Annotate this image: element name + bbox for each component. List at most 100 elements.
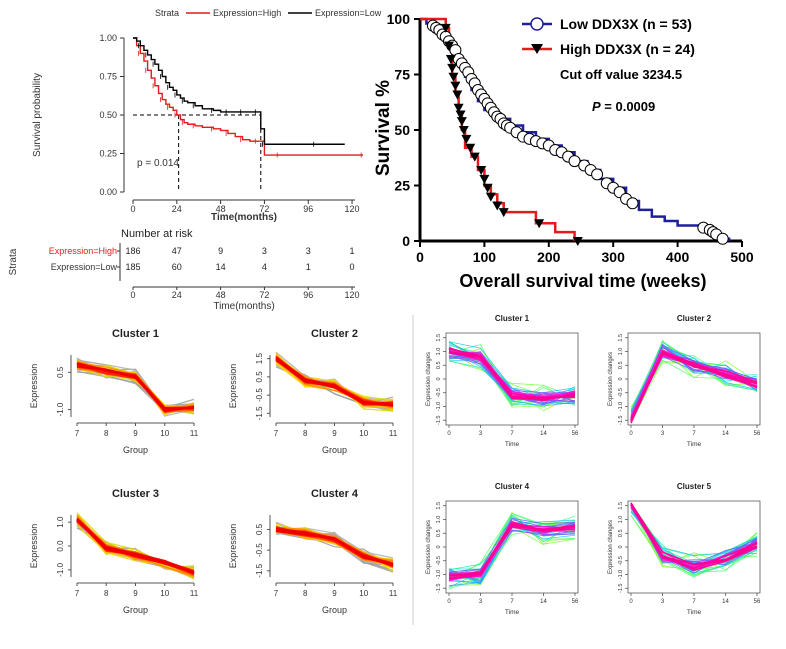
risk-table-cell: 1 — [350, 246, 355, 256]
cluster-right-ytick-label: 0.5 — [618, 361, 624, 369]
cluster-right-profile — [448, 517, 576, 573]
cluster-right-profile — [630, 502, 758, 571]
cluster-left-xtick-label: 7 — [274, 589, 279, 598]
km-right-ytick-label: 25 — [394, 178, 410, 194]
cluster-right-xtick-label: 14 — [540, 431, 547, 437]
risk-table-xtick-label: 72 — [259, 290, 269, 300]
cluster-right-ytick-label: 0 — [436, 377, 442, 380]
cluster-right-ylabel: Expression changes — [426, 520, 432, 574]
cluster-right-xtick-label: 14 — [540, 599, 547, 605]
km-right-ylabel: Survival % — [373, 80, 394, 176]
cluster-left-title: Cluster 1 — [112, 328, 159, 340]
cluster-right-profile — [448, 341, 576, 394]
cluster-right-ytick-label: 0.5 — [618, 529, 624, 537]
cluster-right-ytick-label: 0 — [436, 545, 442, 548]
cluster-left-xtick-label: 8 — [303, 589, 308, 598]
cluster-left-xtick-label: 7 — [274, 429, 279, 438]
cluster-left-profile — [76, 364, 195, 411]
cluster-left-xtick-label: 11 — [190, 589, 199, 598]
cluster-right-ytick-label: 0 — [618, 377, 624, 380]
cluster-right-xtick-label: 3 — [661, 431, 665, 437]
cluster-left-1: Cluster 1 0.5 -1.0 Expression 7 8 9 10 11 Group — [29, 328, 199, 455]
cluster-right-profile — [448, 529, 576, 575]
km-right-xlabel: Overall survival time (weeks) — [459, 271, 706, 291]
km-right-xtick-label: 500 — [730, 249, 754, 265]
cluster-right-3: Cluster 4 1.5 1.0 0.5 0 -0.5 -1.0 -1.5 Expressio… — [426, 482, 579, 616]
cluster-right-xtick-label: 7 — [510, 431, 514, 437]
km-right-high-marker — [453, 103, 464, 113]
risk-table-cell: 3 — [306, 246, 311, 256]
cluster-right-xtick-label: 56 — [754, 599, 761, 605]
cluster-right-xtick-label: 14 — [722, 431, 729, 437]
cluster-right-xtick-label: 0 — [629, 599, 633, 605]
km-right-high-marker — [447, 63, 458, 73]
cluster-left-xlabel: Group — [123, 605, 148, 615]
cluster-right-xlabel: Time — [687, 609, 702, 616]
cluster-right-xtick-label: 56 — [572, 599, 579, 605]
risk-table-xtick-label: 0 — [130, 290, 135, 300]
cluster-left-profile — [76, 514, 195, 573]
km-right-low-marker — [568, 155, 581, 168]
cluster-left-xtick-label: 8 — [104, 589, 109, 598]
cluster-left-profile — [76, 519, 195, 574]
km-left-median-lines — [133, 114, 262, 192]
cluster-left-xtick-label: 9 — [133, 429, 138, 438]
cluster-left-xtick-label: 9 — [332, 429, 337, 438]
risk-table-xtick-label: 48 — [216, 290, 226, 300]
km-right-high-marker — [456, 117, 467, 127]
cluster-right-ytick-label: -1.0 — [618, 570, 624, 579]
cluster-left-xtick-label: 9 — [332, 589, 337, 598]
cluster-left-xtick-label: 7 — [75, 589, 80, 598]
risk-table-xtick-label: 96 — [303, 290, 313, 300]
km-right-high-marker — [445, 54, 456, 64]
cluster-left-ytick-label: 1.5 — [255, 353, 264, 365]
km-left-xticks: 0 24 48 72 96 120 — [130, 200, 360, 214]
cluster-left-ytick-label: 1.0 — [56, 516, 65, 528]
cluster-right-profile — [448, 525, 576, 575]
km-right-cutoff: Cut off value 3234.5 — [560, 67, 682, 82]
cluster-left-profile — [76, 519, 195, 570]
cluster-right-ytick-label: 1.5 — [436, 502, 442, 510]
cluster-left-profile — [76, 519, 195, 573]
cluster-right-ytick-label: -1.5 — [618, 416, 624, 425]
cluster-right-ytick-label: 1.0 — [618, 348, 624, 356]
risk-table-cell: 9 — [218, 246, 223, 256]
risk-table-xtick-label: 24 — [172, 290, 182, 300]
cluster-right-xtick-label: 7 — [692, 431, 696, 437]
cluster-right-ylabel: Expression changes — [608, 520, 614, 574]
cluster-left-title: Cluster 2 — [311, 328, 358, 340]
cluster-right-ytick-label: -1.0 — [436, 402, 442, 411]
km-right-pvalue-value: = 0.0009 — [601, 99, 656, 114]
km-right-series — [420, 17, 731, 246]
cluster-left-ytick-label: -1.5 — [255, 406, 264, 420]
cluster-left-xlabel: Group — [322, 605, 347, 615]
cluster-right-ytick-label: 1.5 — [618, 502, 624, 510]
cluster-left-xtick-label: 11 — [389, 589, 398, 598]
cluster-right-ytick-label: 1.0 — [618, 516, 624, 524]
km-right-xticks: 0 100 200 300 400 500 — [416, 241, 754, 265]
cluster-left-xtick-label: 8 — [104, 429, 109, 438]
km-left-panel: Strata Expression=High Expression=Low Su… — [8, 8, 382, 312]
km-right-high-marker — [479, 174, 490, 184]
km-right-high-marker — [448, 72, 459, 82]
cluster-right-ytick-label: 0.5 — [436, 529, 442, 537]
km-left-xtick-label: 72 — [259, 204, 269, 214]
km-right-legend-high: High DDX3X (n = 24) — [560, 41, 695, 57]
cluster-left-ytick-label: -1.0 — [56, 402, 65, 416]
cluster-left-ytick-label: 0.0 — [56, 540, 65, 552]
cluster-right-ytick-label: 1.0 — [436, 348, 442, 356]
km-right-high-marker — [572, 237, 583, 246]
cluster-right-ytick-label: -0.5 — [436, 388, 442, 397]
cluster-right-xtick-label: 56 — [754, 431, 761, 437]
km-right-pvalue: P = 0.0009 — [592, 99, 655, 114]
cluster-right-ytick-label: -0.5 — [618, 556, 624, 565]
cluster-left-ylabel: Expression — [29, 364, 39, 409]
cluster-left-profile — [275, 527, 394, 565]
cluster-right-ylabel: Expression changes — [608, 352, 614, 406]
risk-table-title: Number at risk — [121, 228, 193, 240]
km-right-high-marker — [469, 152, 480, 162]
cluster-left-title: Cluster 3 — [112, 488, 159, 500]
cluster-right-1: Cluster 1 1.5 1.0 0.5 0 -0.5 -1.0 -1.5 Expressio… — [426, 314, 579, 448]
km-left-pvalue: p = 0.014 — [137, 158, 179, 169]
